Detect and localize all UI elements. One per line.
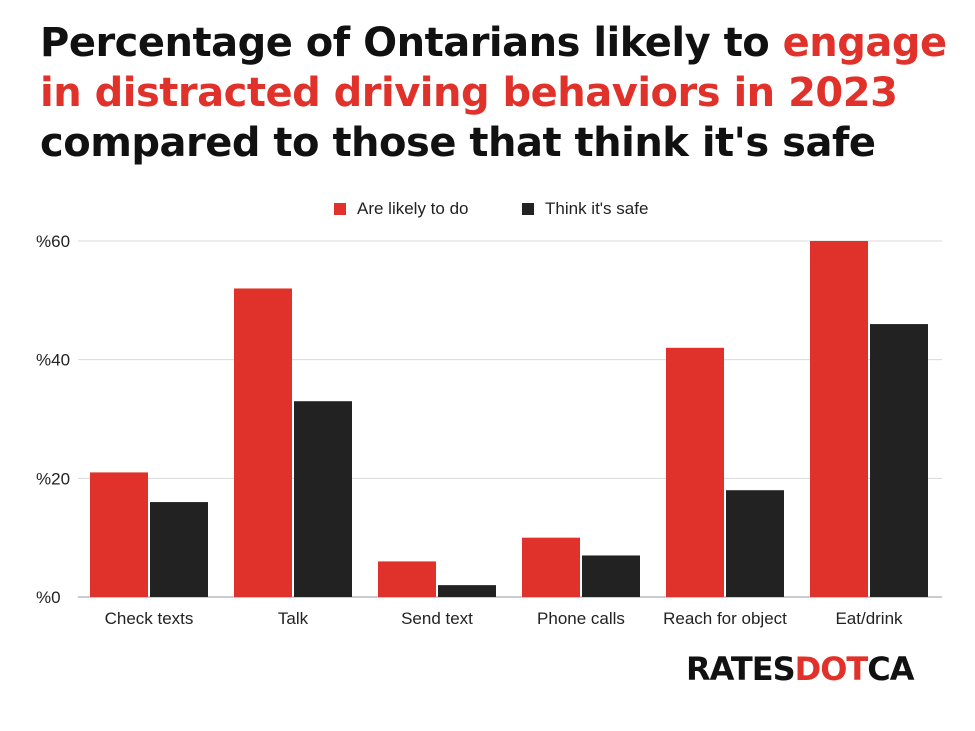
x-tick-label: Phone calls [537,609,625,628]
bar-likely [90,472,148,597]
x-tick-label: Eat/drink [835,609,903,628]
bar-likely [666,347,724,597]
x-tick-label: Talk [278,609,309,628]
bar-safe [438,585,496,597]
legend-swatch [522,203,534,215]
bar-safe [294,401,352,597]
x-tick-label: Send text [401,609,473,628]
bar-likely [522,537,580,597]
bar-safe [726,490,784,597]
ratesdotca-logo: RATESDOTCA [686,650,915,688]
y-tick-label: %0 [36,588,61,607]
bar-safe [150,502,208,597]
x-tick-label: Check texts [105,609,194,628]
title-highlight: engage in distracted driving behaviors i… [40,20,947,116]
logo-part-2: DOT [794,650,869,688]
x-tick-label: Reach for object [663,609,787,628]
legend-label: Think it's safe [545,199,648,218]
bar-likely [234,288,292,597]
legend-label: Are likely to do [357,199,469,218]
bar-safe [870,324,928,597]
bar-likely [810,241,868,597]
bar-safe [582,555,640,597]
title-part-3: compared to those that think it's safe [40,120,876,166]
logo-part-1: RATES [686,650,796,688]
bar-likely [378,561,436,597]
chart-title: Percentage of Ontarians likely to engage… [40,18,960,168]
title-part-1: Percentage of Ontarians likely to [40,20,783,66]
y-tick-label: %20 [36,469,70,488]
legend-swatch [334,203,346,215]
y-tick-label: %40 [36,351,70,370]
logo-part-3: CA [867,650,914,688]
y-tick-label: %60 [36,232,70,251]
